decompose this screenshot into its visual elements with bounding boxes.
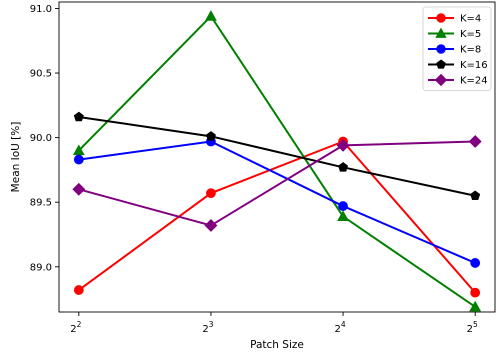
series-line: [78, 115, 476, 197]
series-k-24: [72, 135, 482, 232]
data-point-marker: [468, 135, 482, 148]
data-point-marker: [72, 182, 86, 196]
legend-label: K=8: [460, 45, 481, 56]
data-point-marker: [435, 27, 447, 38]
data-point-marker: [337, 210, 349, 221]
y-axis-ticks: 89.0 89.5 90.0 90.5 91.0: [30, 4, 59, 273]
x-axis-ticks: 22 23 24 25: [70, 312, 478, 335]
x-tick-base: 2: [70, 324, 76, 335]
y-axis-label: Mean IoU [%]: [10, 122, 22, 193]
x-tick-label: 23: [202, 320, 213, 335]
legend-label: K=4: [460, 14, 481, 25]
legend: K=4 K=5 K=8 K=16 K=24: [422, 6, 492, 91]
data-point-marker: [470, 190, 481, 200]
series-k-16: [73, 111, 481, 200]
legend-label: K=24: [460, 76, 488, 87]
series-k-5: [72, 10, 482, 312]
series-line: [78, 140, 476, 264]
legend-entry: K=5: [428, 27, 481, 40]
legend-entry: K=8: [428, 44, 481, 56]
y-tick-label: 91.0: [30, 4, 52, 15]
data-point-marker: [206, 188, 216, 199]
data-point-marker: [72, 144, 85, 156]
x-tick-exponent: 2: [77, 320, 82, 329]
x-tick-base: 2: [334, 324, 340, 335]
legend-box: [422, 6, 492, 91]
y-tick-label: 89.5: [30, 198, 52, 209]
legend-label: K=16: [460, 60, 488, 71]
data-point-marker: [336, 138, 350, 152]
data-point-marker: [436, 44, 446, 54]
x-tick-base: 2: [202, 324, 208, 335]
x-tick-label: 25: [467, 320, 478, 335]
series-line: [78, 140, 476, 227]
x-tick-exponent: 3: [209, 320, 214, 329]
data-point-marker: [470, 287, 481, 298]
x-tick-base: 2: [467, 324, 473, 335]
data-point-marker: [338, 201, 348, 211]
data-point-marker: [436, 13, 446, 23]
x-tick-exponent: 5: [473, 320, 478, 329]
series-line: [78, 14, 476, 308]
plot-area: [58, 1, 496, 313]
data-point-marker: [436, 59, 446, 69]
data-point-marker: [205, 10, 217, 21]
legend-label: K=5: [460, 29, 481, 40]
legend-entry: K=4: [428, 13, 481, 25]
data-point-marker: [469, 300, 482, 312]
y-tick-label: 90.0: [30, 133, 52, 144]
x-tick-label: 22: [70, 320, 81, 335]
data-point-marker: [338, 162, 349, 172]
data-point-marker: [73, 154, 84, 165]
y-tick-label: 90.5: [30, 69, 52, 80]
legend-entry: K=16: [428, 59, 488, 71]
x-axis-label: Patch Size: [250, 339, 304, 351]
data-point-marker: [204, 219, 218, 232]
data-point-marker: [205, 131, 216, 141]
series-line: [78, 140, 476, 294]
data-point-marker: [434, 73, 448, 87]
series-layer: [72, 10, 482, 312]
x-tick-label: 24: [334, 320, 345, 335]
data-point-marker: [73, 285, 84, 295]
y-tick-label: 89.0: [30, 262, 52, 273]
legend-entry: K=24: [428, 73, 488, 87]
x-tick-exponent: 4: [341, 320, 346, 329]
data-point-marker: [470, 258, 481, 268]
data-point-marker: [73, 111, 84, 122]
